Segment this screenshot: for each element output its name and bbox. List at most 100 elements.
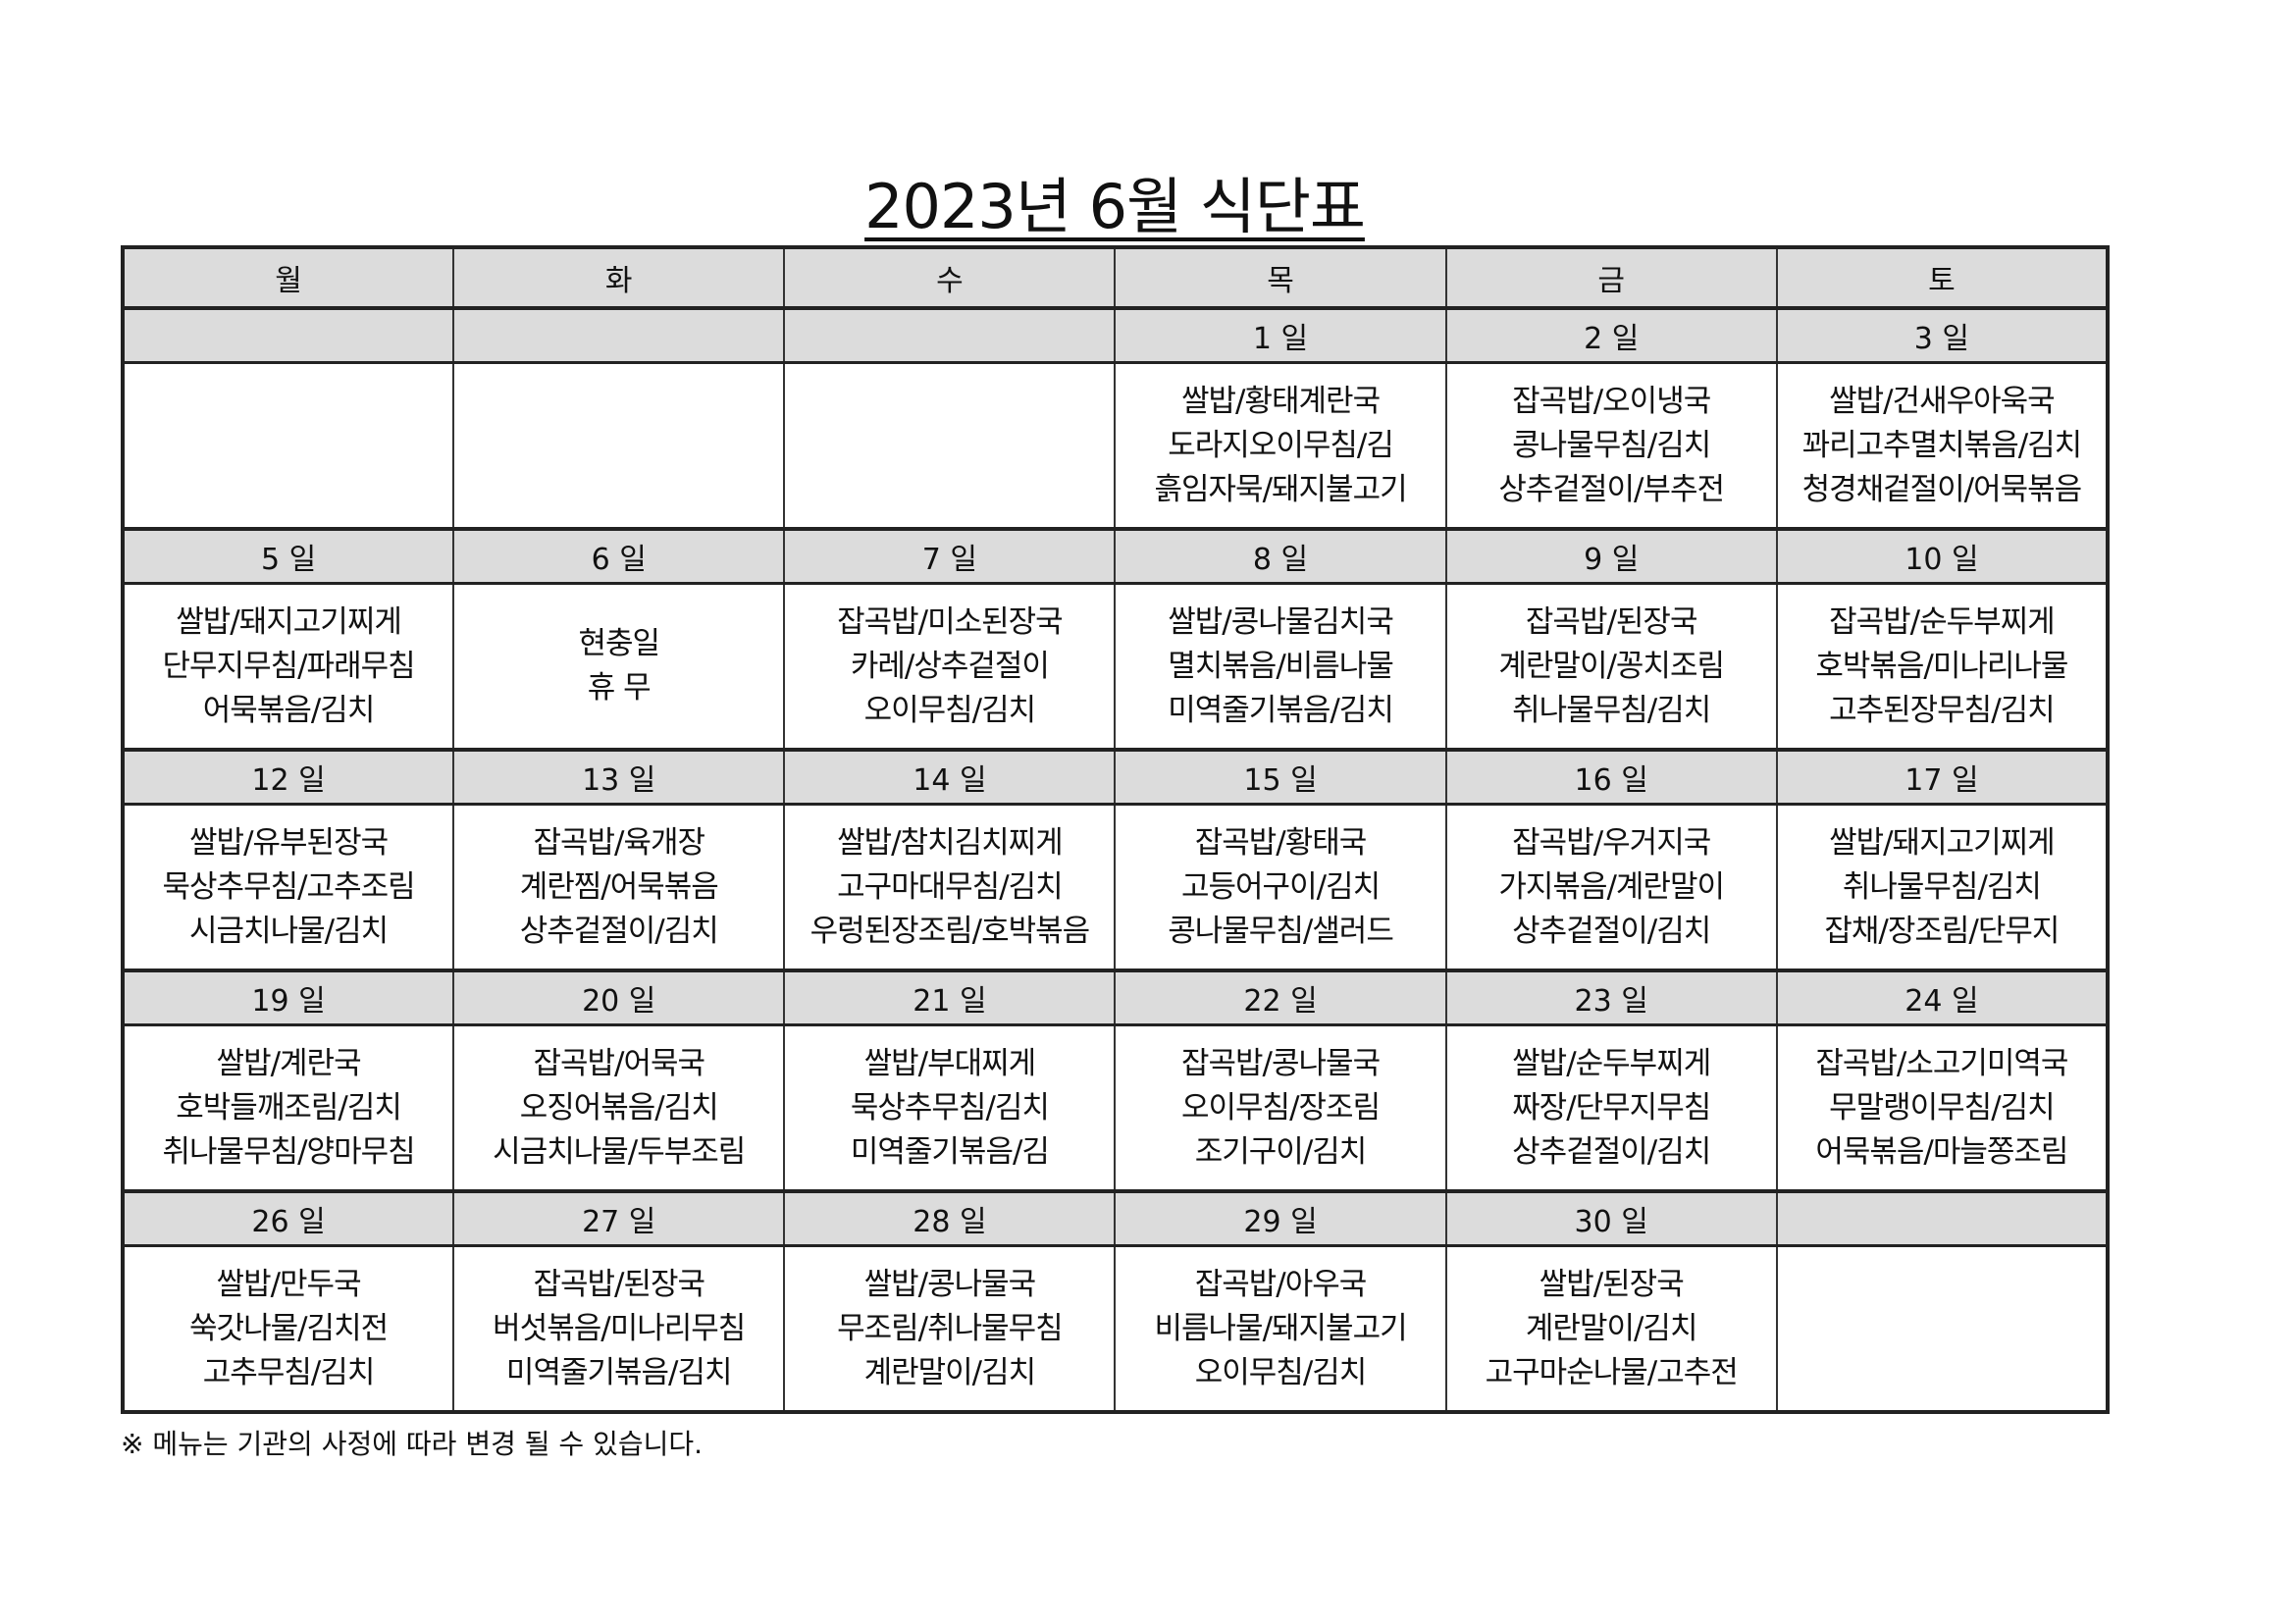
- menu-line: 미역줄기볶음/김치: [505, 1354, 733, 1390]
- menu-line: 상추겉절이/김치: [1512, 913, 1711, 949]
- menu-line: 쌀밥/부대찌게: [863, 1045, 1037, 1081]
- menu-cell: 쌀밥/콩나물국 무조림/취나물무침 계란말이/김치: [783, 1244, 1117, 1413]
- menu-cell: 쌀밥/유부된장국 묵상추무침/고추조림 시금치나물/김치: [121, 803, 455, 971]
- menu-cell: 현충일 휴 무: [452, 582, 786, 751]
- menu-line: 고구마대무침/김치: [837, 868, 1064, 905]
- menu-line: 도라지오이무침/김: [1168, 427, 1394, 463]
- menu-line: 꽈리고추멸치볶음/김치: [1801, 427, 2083, 463]
- menu-cell: [783, 361, 1117, 530]
- menu-cell: 잡곡밥/아우국 비름나물/돼지불고기 오이무침/김치: [1114, 1244, 1447, 1413]
- date-cell: 17 일: [1775, 748, 2110, 806]
- menu-line: 잡곡밥/된장국: [533, 1266, 705, 1302]
- menu-line: 쌀밥/유부된장국: [189, 824, 389, 861]
- menu-cell: 쌀밥/건새우아욱국 꽈리고추멸치볶음/김치 청경채겉절이/어묵볶음: [1775, 361, 2110, 530]
- menu-line: 무말랭이무침/김치: [1829, 1089, 2056, 1126]
- menu-line: 무조림/취나물무침: [837, 1310, 1064, 1346]
- menu-line: 어묵볶음/김치: [202, 692, 376, 728]
- menu-line: 쑥갓나물/김치전: [189, 1310, 389, 1346]
- menu-cell: 잡곡밥/콩나물국 오이무침/장조림 조기구이/김치: [1114, 1023, 1447, 1192]
- menu-cell: 쌀밥/콩나물김치국 멸치볶음/비름나물 미역줄기볶음/김치: [1114, 582, 1447, 751]
- menu-cell: 잡곡밥/육개장 계란찜/어묵볶음 상추겉절이/김치: [452, 803, 786, 971]
- menu-line: 쌀밥/계란국: [216, 1045, 362, 1081]
- menu-cell: 잡곡밥/우거지국 가지볶음/계란말이 상추겉절이/김치: [1444, 803, 1778, 971]
- menu-line: 취나물무침/김치: [1512, 692, 1711, 728]
- menu-cell: 잡곡밥/황태국 고등어구이/김치 콩나물무침/샐러드: [1114, 803, 1447, 971]
- menu-line: 쌀밥/참치김치찌게: [837, 824, 1064, 861]
- menu-line: 오징어볶음/김치: [519, 1089, 719, 1126]
- weekday-header: 목: [1114, 246, 1447, 310]
- menu-line: 계란말이/김치: [1525, 1310, 1698, 1346]
- date-cell: 19 일: [121, 969, 455, 1026]
- menu-line: 취나물무침/김치: [1842, 868, 2042, 905]
- weekday-header: 수: [783, 246, 1117, 310]
- menu-line: 미역줄기볶음/김치: [1168, 692, 1394, 728]
- menu-cell: 잡곡밥/미소된장국 카레/상추겉절이 오이무침/김치: [783, 582, 1117, 751]
- menu-cell: 잡곡밥/오이냉국 콩나물무침/김치 상추겉절이/부추전: [1444, 361, 1778, 530]
- date-cell: [452, 306, 786, 364]
- menu-line: 잡곡밥/아우국: [1194, 1266, 1368, 1302]
- date-cell: 14 일: [783, 748, 1117, 806]
- date-cell: [783, 306, 1117, 364]
- menu-cell: 쌀밥/된장국 계란말이/김치 고구마순나물/고추전: [1444, 1244, 1778, 1413]
- menu-cell: 쌀밥/순두부찌게 짜장/단무지무침 상추겉절이/김치: [1444, 1023, 1778, 1192]
- menu-line: 콩나물무침/샐러드: [1168, 913, 1394, 949]
- menu-line: 고등어구이/김치: [1181, 868, 1381, 905]
- menu-line: 상추겉절이/김치: [1512, 1133, 1711, 1170]
- menu-line: 쌀밥/돼지고기찌게: [176, 603, 402, 640]
- menu-line: 쌀밥/만두국: [216, 1266, 362, 1302]
- weekday-header: 화: [452, 246, 786, 310]
- menu-cell: 쌀밥/계란국 호박들깨조림/김치 취나물무침/양마무침: [121, 1023, 455, 1192]
- page-title: 2023년 6월 식단표: [864, 171, 1366, 242]
- menu-line: 콩나물무침/김치: [1512, 427, 1711, 463]
- menu-line: 호박볶음/미나리나물: [1815, 648, 2068, 684]
- date-cell: 15 일: [1114, 748, 1447, 806]
- date-cell: 5 일: [121, 527, 455, 585]
- menu-line: 잡곡밥/콩나물국: [1181, 1045, 1381, 1081]
- menu-cell: [121, 361, 455, 530]
- date-cell: 29 일: [1114, 1189, 1447, 1247]
- menu-line: 계란말이/꽁치조림: [1498, 648, 1725, 684]
- date-cell: 22 일: [1114, 969, 1447, 1026]
- date-cell: 7 일: [783, 527, 1117, 585]
- menu-line: 쌀밥/콩나물김치국: [1168, 603, 1394, 640]
- menu-cell: 쌀밥/부대찌게 묵상추무침/김치 미역줄기볶음/김: [783, 1023, 1117, 1192]
- date-cell: [121, 306, 455, 364]
- footnote: ※ 메뉴는 기관의 사정에 따라 변경 될 수 있습니다.: [121, 1428, 704, 1460]
- menu-line: 잡곡밥/순두부찌게: [1829, 603, 2056, 640]
- menu-line: 미역줄기볶음/김: [850, 1133, 1050, 1170]
- date-cell: 9 일: [1444, 527, 1778, 585]
- menu-line: 쌀밥/황태계란국: [1181, 383, 1381, 419]
- menu-line: 묵상추무침/고추조림: [162, 868, 416, 905]
- menu-line: 카레/상추겉절이: [850, 648, 1050, 684]
- menu-line: 우렁된장조림/호박볶음: [809, 913, 1091, 949]
- date-row: 19 일 20 일 21 일 22 일 23 일 24 일: [121, 969, 2110, 1026]
- menu-line: 잡곡밥/된장국: [1525, 603, 1698, 640]
- date-cell: 28 일: [783, 1189, 1117, 1247]
- menu-line: 고추된장무침/김치: [1829, 692, 2056, 728]
- menu-line: 취나물무침/양마무침: [162, 1133, 416, 1170]
- menu-line: 계란말이/김치: [863, 1354, 1037, 1390]
- menu-line: 오이무침/김치: [863, 692, 1037, 728]
- date-cell: 20 일: [452, 969, 786, 1026]
- menu-row: 쌀밥/돼지고기찌게 단무지무침/파래무침 어묵볶음/김치 현충일 휴 무 잡곡밥/미소된장…: [121, 582, 2110, 751]
- date-cell: 16 일: [1444, 748, 1778, 806]
- menu-cell: 쌀밥/돼지고기찌게 취나물무침/김치 잡채/장조림/단무지: [1775, 803, 2110, 971]
- date-cell: 6 일: [452, 527, 786, 585]
- date-cell: 24 일: [1775, 969, 2110, 1026]
- menu-cell: 쌀밥/돼지고기찌게 단무지무침/파래무침 어묵볶음/김치: [121, 582, 455, 751]
- weekday-header: 월: [121, 246, 455, 310]
- menu-row: 쌀밥/유부된장국 묵상추무침/고추조림 시금치나물/김치 잡곡밥/육개장 계란찜/어묵볶…: [121, 803, 2110, 971]
- menu-line: 가지볶음/계란말이: [1498, 868, 1725, 905]
- menu-line: 고구마순나물/고추전: [1485, 1354, 1739, 1390]
- date-cell: 21 일: [783, 969, 1117, 1026]
- date-cell: 3 일: [1775, 306, 2110, 364]
- menu-line: 쌀밥/돼지고기찌게: [1829, 824, 2056, 861]
- date-cell: 12 일: [121, 748, 455, 806]
- date-cell: 23 일: [1444, 969, 1778, 1026]
- date-cell: 13 일: [452, 748, 786, 806]
